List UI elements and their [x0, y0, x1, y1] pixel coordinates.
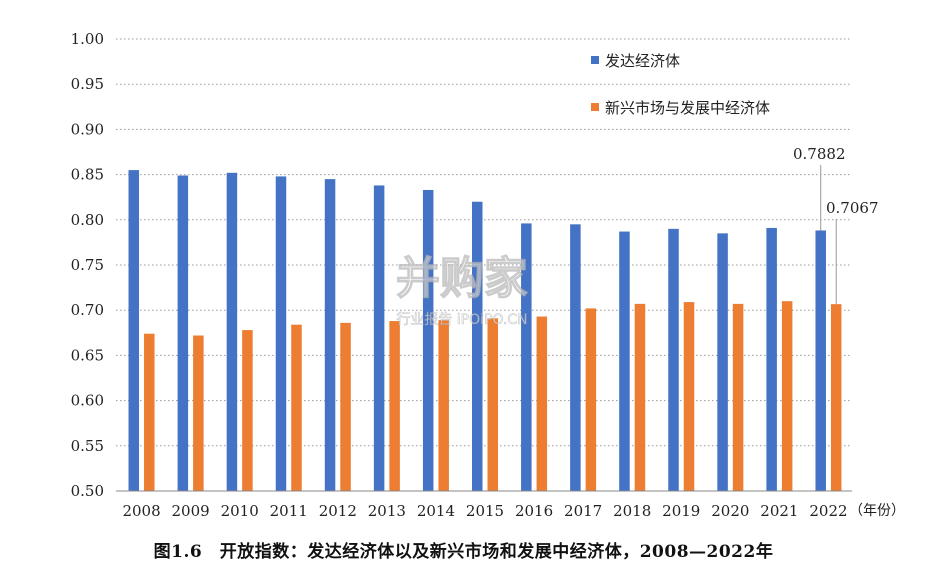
- x-tick-label: 2016: [515, 502, 553, 520]
- x-axis-unit-label: （年份）: [849, 503, 905, 519]
- y-tick-label: 0.50: [71, 482, 104, 500]
- x-tick-label: 2013: [368, 502, 406, 520]
- x-axis: 2008 2009 2010 2011 2012 2013 2014 2015 2016 2017…: [116, 490, 905, 520]
- y-tick-label: 1.00: [71, 30, 104, 48]
- x-tick-label: 2014: [417, 502, 455, 520]
- bar-emerging: [193, 335, 204, 491]
- figure-caption: 图1.6 开放指数：发达经济体以及新兴市场和发展中经济体，2008—2022年: [153, 542, 774, 562]
- bar-emerging: [830, 304, 842, 491]
- watermark-sub: 行业报告 iPOiPO.CN: [396, 312, 527, 328]
- bar-emerging: [683, 302, 695, 491]
- bar-emerging: [242, 330, 253, 491]
- bar-developed: [422, 189, 434, 491]
- y-tick-label: 0.90: [71, 120, 104, 138]
- bar-emerging: [732, 303, 744, 491]
- legend-label: 发达经济体: [605, 52, 680, 70]
- x-tick-label: 2010: [221, 502, 259, 520]
- x-tick-label: 2018: [613, 502, 651, 520]
- legend-swatch: [591, 103, 599, 111]
- bar-developed: [373, 185, 385, 491]
- bar-emerging: [536, 316, 548, 491]
- bar-emerging: [634, 303, 646, 491]
- y-tick-label: 0.65: [71, 346, 104, 364]
- y-tick-label: 0.60: [71, 392, 104, 410]
- bar-emerging: [438, 320, 449, 491]
- bar-developed: [619, 231, 630, 491]
- bars: [128, 170, 842, 492]
- y-axis: 0.50 0.55 0.60 0.65 0.70 0.75 0.80 0.85 0.90 0.95…: [71, 30, 104, 500]
- bar-developed: [275, 176, 287, 491]
- legend-swatch: [591, 56, 599, 64]
- bar-developed: [766, 227, 777, 491]
- y-tick-label: 0.85: [71, 166, 104, 184]
- x-tick-label: 2022: [809, 502, 847, 520]
- x-tick-label: 2011: [270, 502, 308, 520]
- bar-developed: [668, 228, 679, 491]
- y-tick-label: 0.55: [71, 437, 104, 455]
- x-tick-label: 2012: [319, 502, 357, 520]
- bar-developed: [324, 179, 336, 491]
- gridlines: [116, 38, 852, 447]
- bar-developed: [128, 170, 140, 491]
- bar-developed: [717, 233, 728, 492]
- y-tick-label: 0.95: [71, 75, 104, 93]
- watermark-brand: 并购家: [396, 253, 528, 304]
- x-tick-label: 2020: [711, 502, 749, 520]
- watermark: 并购家 行业报告 iPOiPO.CN: [395, 252, 528, 328]
- bar-developed: [177, 175, 189, 491]
- x-tick-label: 2017: [564, 502, 602, 520]
- y-tick-label: 0.70: [71, 301, 104, 319]
- data-label: 0.7882: [793, 145, 846, 163]
- legend-label: 新兴市场与发展中经济体: [605, 99, 770, 117]
- bar-emerging: [340, 322, 351, 491]
- bar-emerging: [389, 321, 400, 491]
- data-label: 0.7067: [826, 199, 879, 217]
- y-tick-label: 0.80: [71, 211, 104, 229]
- x-tick-label: 2019: [662, 502, 700, 520]
- annotations: 0.7882 0.7067: [793, 145, 879, 305]
- bar-developed: [570, 224, 581, 491]
- x-tick-label: 2021: [760, 502, 798, 520]
- bar-emerging: [487, 318, 498, 491]
- bar-emerging: [291, 324, 302, 491]
- bar-developed: [226, 172, 238, 492]
- bar-emerging: [781, 301, 793, 491]
- bar-developed: [472, 201, 483, 491]
- bar-developed: [815, 230, 826, 491]
- y-tick-label: 0.75: [71, 256, 104, 274]
- x-tick-label: 2015: [466, 502, 504, 520]
- bar-emerging: [144, 333, 155, 491]
- bar-emerging: [585, 308, 597, 491]
- x-tick-label: 2008: [122, 502, 160, 520]
- bar-developed: [521, 223, 532, 491]
- x-tick-label: 2009: [172, 502, 210, 520]
